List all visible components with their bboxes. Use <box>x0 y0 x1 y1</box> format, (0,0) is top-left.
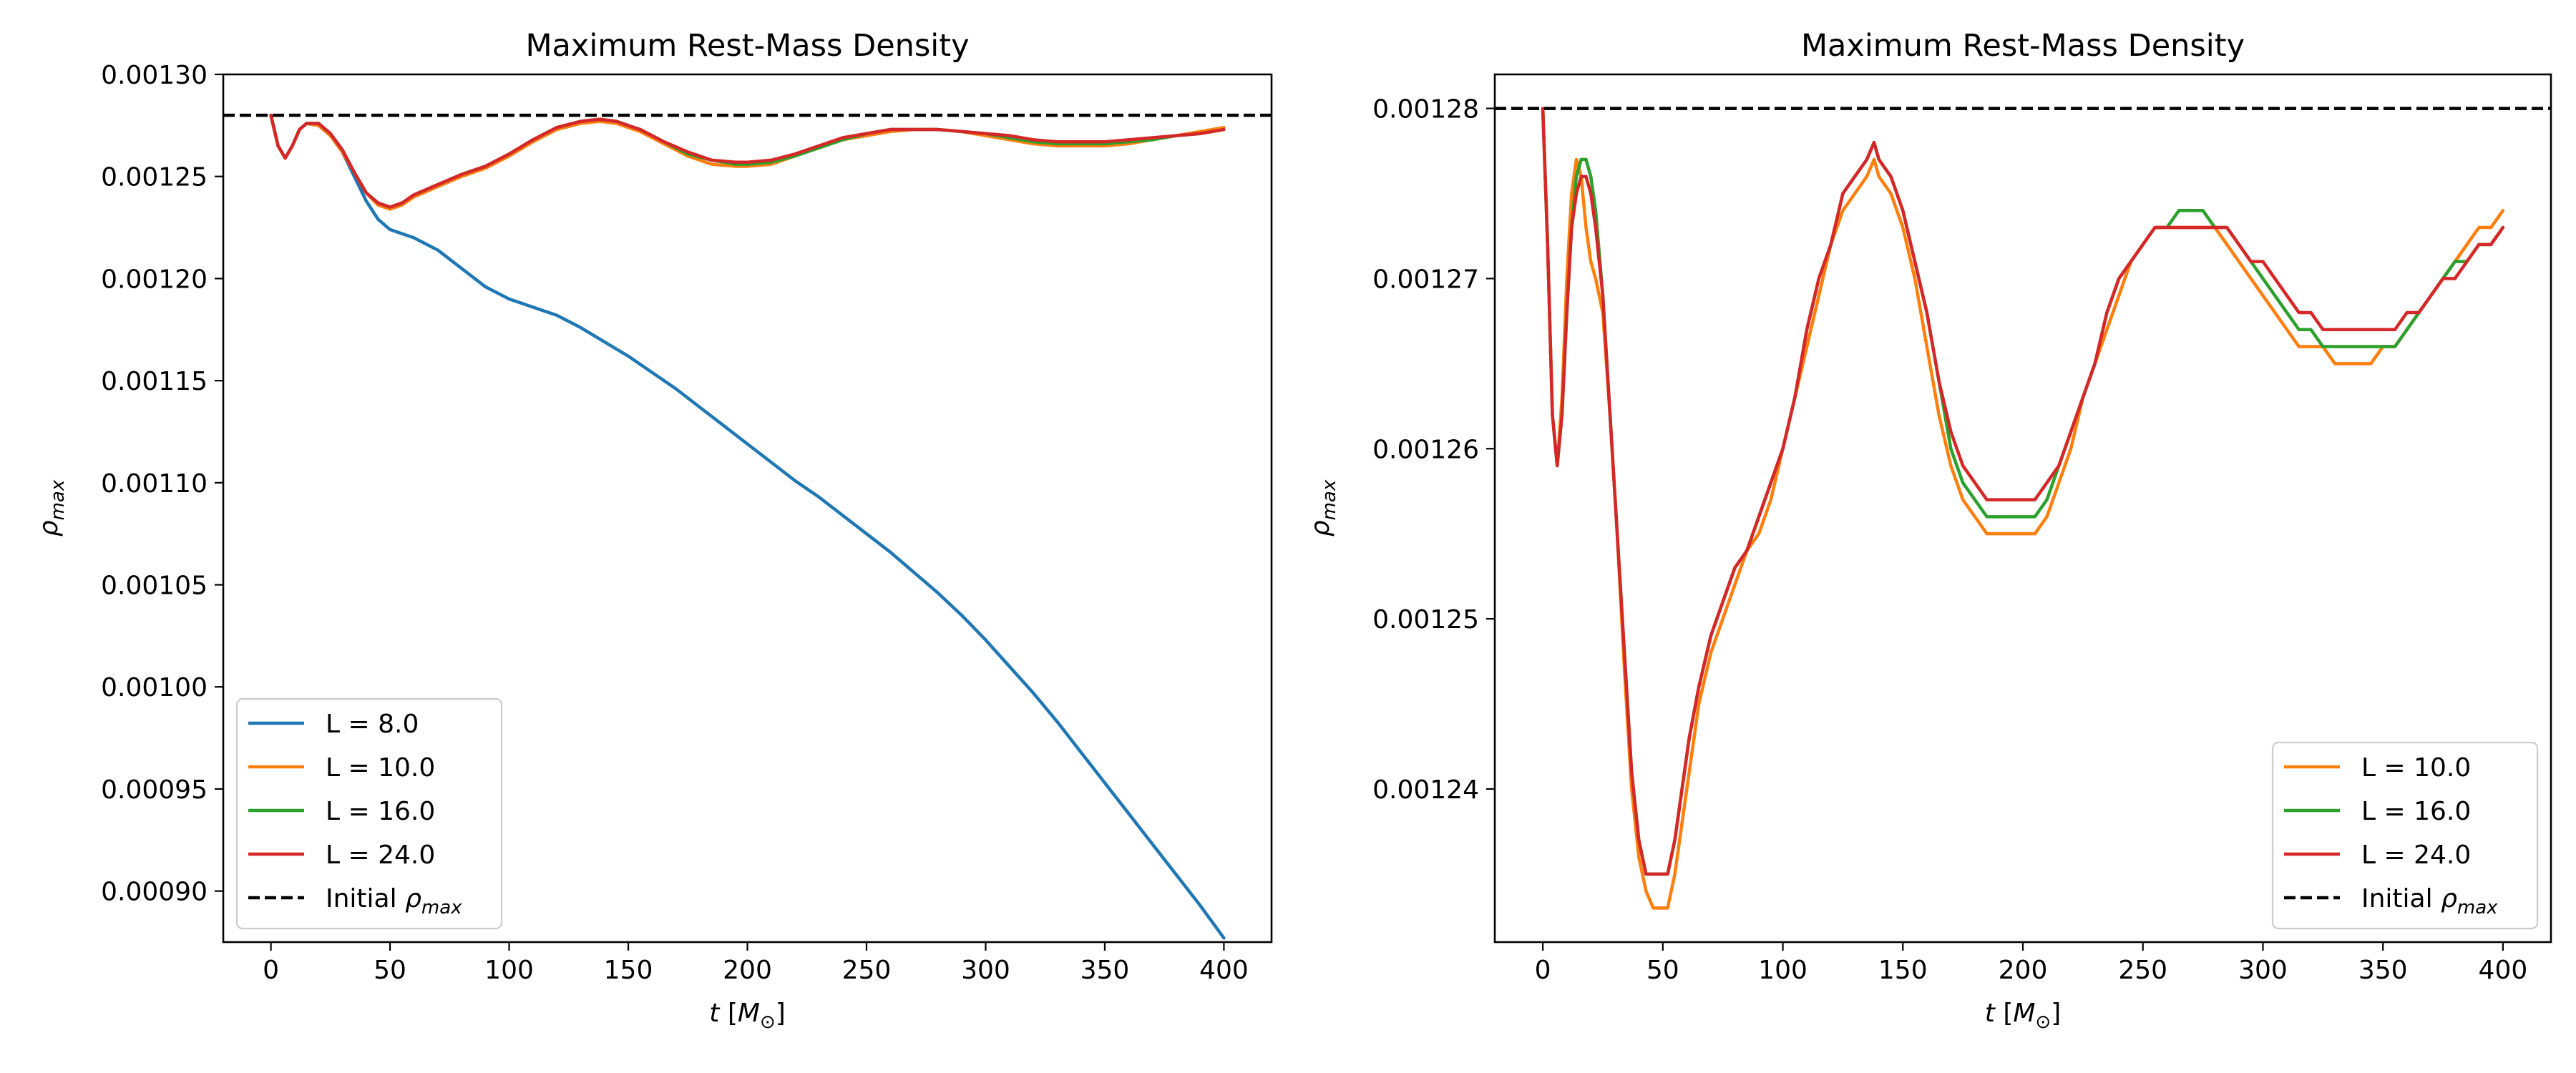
legend-frame <box>235 697 503 930</box>
x-tick-label: 100 <box>484 956 534 985</box>
y-tick-label: 0.00126 <box>1372 435 1479 464</box>
legend-item: L = 16.0 <box>2284 797 2471 826</box>
y-axis-sub: max <box>1319 479 1340 520</box>
x-tick-label: 350 <box>1080 956 1130 985</box>
y-tick-label: 0.00105 <box>101 572 208 601</box>
y-tick-label: 0.00120 <box>101 265 208 294</box>
y-tick-label: 0.00125 <box>101 163 208 192</box>
chart-title: Maximum Rest-Mass Density <box>525 28 969 64</box>
x-tick-label: 0 <box>263 956 279 985</box>
x-tick-label: 250 <box>842 956 892 985</box>
x-tick-label: 300 <box>961 956 1010 985</box>
y-tick-label: 0.00127 <box>1372 265 1479 294</box>
legend-item: L = 24.0 <box>2284 841 2471 870</box>
x-axis-unit-close: ] <box>776 999 786 1028</box>
legend-item: L = 16.0 <box>248 797 435 826</box>
x-tick-label: 150 <box>1878 956 1928 985</box>
legend-item: L = 10.0 <box>2284 753 2471 783</box>
y-axis-label: ρmax <box>1306 479 1340 536</box>
legend-ref-text: Initial <box>326 884 405 913</box>
x-tick-label: 100 <box>1758 956 1807 985</box>
y-tick-label: 0.00125 <box>1372 605 1479 635</box>
plot-area <box>223 113 1272 940</box>
x-axis-unit-sub: ⊙ <box>2035 1011 2051 1033</box>
x-axis-unit: [M <box>728 999 760 1028</box>
x-axis-unit: [M <box>2003 999 2035 1028</box>
y-tick-label: 0.00130 <box>101 61 208 90</box>
y-tick-label: 0.00124 <box>1372 775 1479 805</box>
legend-item: L = 24.0 <box>248 841 435 870</box>
x-axis-label: t [M⊙] <box>1985 999 2062 1033</box>
legend-frame <box>2271 741 2539 930</box>
legend-ref-text: Initial <box>2361 884 2441 913</box>
left-chart-panel: 0 50 100 150 200 250 300 350 400 0.00090 0.00095 0.… <box>34 28 1273 1033</box>
y-tick-label: 0.00115 <box>101 367 208 396</box>
x-tick-label: 300 <box>2238 956 2288 985</box>
x-tick-label: 350 <box>2358 956 2408 985</box>
legend: L = 10.0 L = 16.0 L = 24.0 Initial ρmax <box>2271 741 2539 930</box>
x-axis-symbol: t <box>709 999 721 1028</box>
right-chart-panel: 0 50 100 150 200 250 300 350 400 0.00124 0.00125 0.… <box>1306 28 2552 1033</box>
y-axis-symbol: ρ <box>1306 520 1335 536</box>
legend-label: L = 8.0 <box>326 710 419 739</box>
y-tick-label: 0.00095 <box>101 775 208 805</box>
legend-ref-symbol: ρ <box>405 884 421 913</box>
x-tick-label: 200 <box>723 956 772 985</box>
legend-item: L = 8.0 <box>248 710 419 739</box>
chart-title: Maximum Rest-Mass Density <box>1801 28 2245 64</box>
series-line-l-24-0 <box>1541 107 2505 876</box>
y-axis-sub: max <box>47 479 69 520</box>
x-tick-label: 200 <box>1999 956 2048 985</box>
x-tick-label: 400 <box>1199 956 1249 985</box>
legend-ref-sub: max <box>2457 897 2498 918</box>
series-line-l-24-0 <box>269 113 1226 209</box>
legend-label: L = 24.0 <box>326 841 435 870</box>
legend-label: Initial ρmax <box>2361 884 2498 918</box>
x-tick-label: 50 <box>1646 956 1679 985</box>
x-axis-unit-mass: M <box>2013 999 2035 1028</box>
y-axis-symbol: ρ <box>34 520 64 536</box>
y-axis-label: ρmax <box>34 479 69 536</box>
legend-label: L = 10.0 <box>2361 753 2471 783</box>
legend-item: Initial ρmax <box>2284 884 2498 918</box>
x-axis-unit-sub: ⊙ <box>760 1011 776 1033</box>
legend-label: Initial ρmax <box>326 884 462 918</box>
x-axis-label: t [M⊙] <box>709 999 786 1033</box>
legend-ref-sub: max <box>421 897 462 918</box>
y-tick-label: 0.00100 <box>101 673 208 702</box>
y-tick-label: 0.00128 <box>1372 95 1479 124</box>
legend-label: L = 16.0 <box>2361 797 2471 826</box>
y-tick-label: 0.00110 <box>101 469 208 499</box>
legend-item: Initial ρmax <box>248 884 462 918</box>
x-axis-unit-mass: M <box>738 999 760 1028</box>
x-tick-label: 50 <box>374 956 406 985</box>
legend-label: L = 24.0 <box>2361 841 2471 870</box>
legend-item: L = 10.0 <box>248 753 435 783</box>
x-tick-label: 0 <box>1535 956 1551 985</box>
plot-area <box>1495 107 2551 910</box>
x-axis-unit-close: ] <box>2051 999 2061 1028</box>
x-tick-label: 250 <box>2118 956 2167 985</box>
x-tick-label: 400 <box>2479 956 2528 985</box>
y-tick-label: 0.00090 <box>101 878 208 907</box>
legend-ref-symbol: ρ <box>2441 884 2457 913</box>
legend: L = 8.0 L = 10.0 L = 16.0 L = 24.0 Initial ρ… <box>235 697 503 930</box>
legend-label: L = 16.0 <box>326 797 435 826</box>
x-tick-label: 150 <box>604 956 653 985</box>
x-axis-symbol: t <box>1985 999 1996 1028</box>
legend-label: L = 10.0 <box>326 753 435 783</box>
